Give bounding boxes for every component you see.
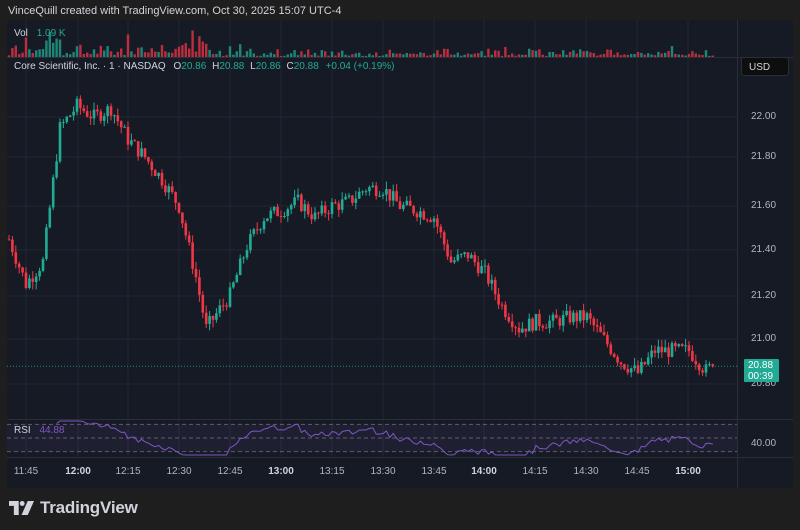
high-label: H [212, 61, 220, 72]
price-tick-label: 22.00 [751, 111, 777, 122]
price-tick-label: 21.80 [751, 151, 777, 162]
time-tick-label: 13:00 [268, 466, 294, 477]
header-bar: VinceQuill created with TradingView.com,… [0, 0, 800, 20]
tradingview-brand[interactable]: TradingView [9, 498, 138, 517]
change-value: +0.04 (+0.19%) [325, 61, 395, 72]
low-value: 20.86 [255, 61, 281, 72]
currency-button[interactable]: USD [741, 57, 789, 76]
last-price-tag: 20.88 00:39 [744, 359, 779, 382]
close-label: C [286, 61, 294, 72]
price-tick-label: 21.60 [751, 200, 777, 211]
open-label: O [173, 61, 182, 72]
time-tick-label: 13:30 [370, 466, 396, 477]
volume-value: 1.09 K [36, 28, 66, 39]
time-tick-label: 14:45 [624, 466, 650, 477]
bar-countdown: 00:39 [748, 371, 774, 382]
time-tick-label: 14:30 [573, 466, 599, 477]
time-tick-label: 13:15 [319, 466, 345, 477]
time-tick-label: 12:15 [115, 466, 141, 477]
close-value: 20.88 [293, 61, 319, 72]
time-tick-label: 14:00 [471, 466, 497, 477]
open-value: 20.86 [181, 61, 207, 72]
chart-caption: VinceQuill created with TradingView.com,… [8, 5, 342, 17]
volume-label: Vol [14, 28, 28, 39]
rsi-pane-separator[interactable] [7, 419, 793, 420]
price-tick-label: 21.40 [751, 244, 777, 255]
rsi-axis-label: 40.00 [751, 438, 777, 449]
time-axis-separator [7, 457, 793, 458]
price-tick-label: 21.20 [751, 290, 777, 301]
time-tick-label: 11:45 [13, 466, 39, 477]
low-label: L [250, 61, 256, 72]
volume-legend[interactable]: Vol 1.09 K [14, 28, 66, 39]
time-tick-label: 13:45 [421, 466, 447, 477]
last-price-value: 20.88 [748, 360, 774, 371]
volume-pane-separator[interactable] [7, 57, 793, 58]
symbol-name: Core Scientific, Inc. · 1 · NASDAQ [14, 61, 166, 72]
time-tick-label: 12:30 [166, 466, 192, 477]
symbol-legend[interactable]: Core Scientific, Inc. · 1 · NASDAQ O20.8… [14, 61, 395, 72]
price-tick-label: 21.00 [751, 333, 777, 344]
price-tick-label: 20.80 [751, 378, 777, 389]
high-value: 20.88 [219, 61, 245, 72]
rsi-legend[interactable]: RSI 44.88 [14, 425, 64, 436]
rsi-value: 44.88 [39, 425, 65, 436]
time-tick-label: 12:00 [65, 466, 91, 477]
tradingview-logo-icon [9, 501, 34, 515]
chart-frame[interactable]: 22.00 21.80 21.60 21.40 21.20 21.00 20.80 Vol … [7, 20, 793, 488]
time-tick-label: 12:45 [217, 466, 243, 477]
chart-canvas[interactable] [7, 20, 793, 488]
rsi-label: RSI [14, 425, 31, 436]
brand-name: TradingView [40, 498, 138, 517]
price-axis[interactable] [737, 20, 793, 488]
time-tick-label: 14:15 [522, 466, 548, 477]
time-tick-label: 15:00 [675, 466, 701, 477]
